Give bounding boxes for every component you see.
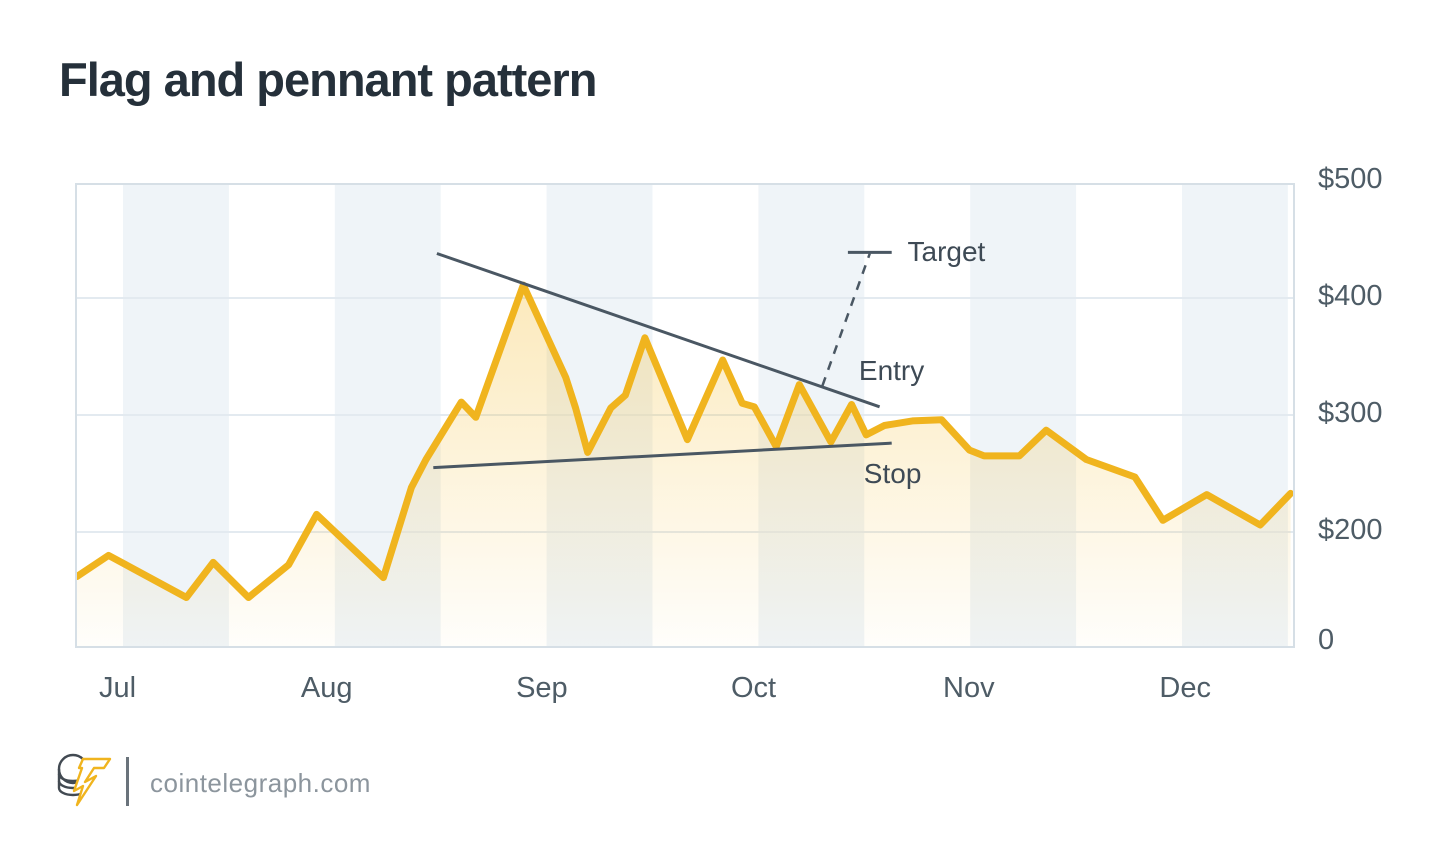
x-axis-label: Jul [99,672,137,704]
plot-area: Target Entry Stop [75,183,1295,648]
y-axis-label: $500 [1318,163,1383,195]
y-axis-label: 0 [1318,624,1335,656]
pennant-lower-trendline [433,441,892,470]
x-axis-label: Dec [1159,672,1211,704]
y-axis-label: $400 [1318,280,1383,312]
y-axis-label: $200 [1318,514,1383,546]
entry-to-target-pointer [821,253,871,387]
footer-divider [126,757,129,806]
entry-annotation-label: Entry [858,354,925,386]
pennant-upper-trendline [436,252,881,409]
stop-annotation-label: Stop [863,457,922,489]
cointelegraph-logo-icon [57,753,112,807]
price-line-chart [77,250,1293,646]
lightning-bolt-icon [72,757,112,807]
x-axis-label: Oct [730,672,777,704]
price-line [77,281,1293,601]
x-axis-label: Sep [516,672,568,704]
footer-site-text: cointelegraph.com [150,768,371,798]
x-axis-labels: Jul Aug Sep Oct Nov Dec [75,668,1295,708]
x-axis-label: Aug [300,672,353,704]
target-annotation-label: Target [907,236,986,268]
x-axis-label: Nov [943,672,995,704]
y-axis-labels: $500 $400 $300 $200 0 [1318,163,1438,656]
chart-title: Flag and pennant pattern [59,53,597,106]
y-axis-label: $300 [1318,397,1383,429]
price-area-fill [77,285,1291,646]
